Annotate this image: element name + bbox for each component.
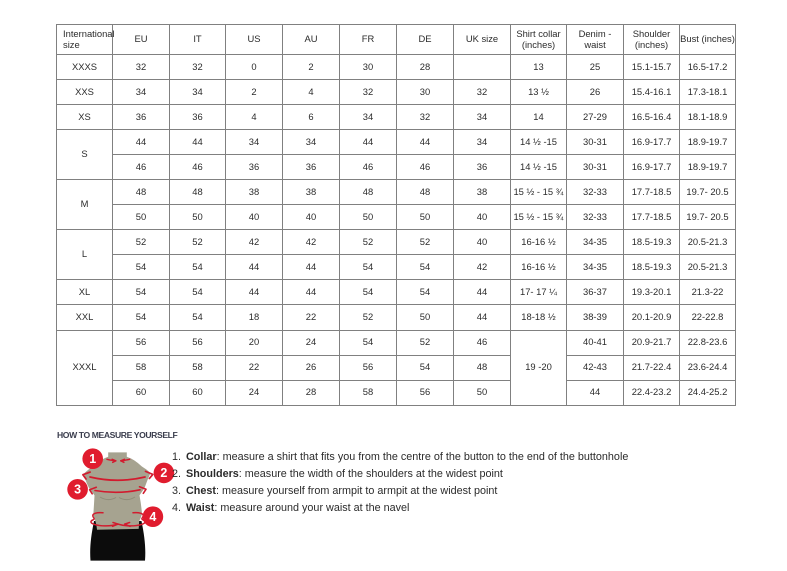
svg-text:4: 4: [149, 510, 156, 524]
svg-text:3: 3: [74, 482, 81, 496]
svg-text:2: 2: [160, 466, 167, 480]
svg-text:1: 1: [89, 452, 96, 466]
